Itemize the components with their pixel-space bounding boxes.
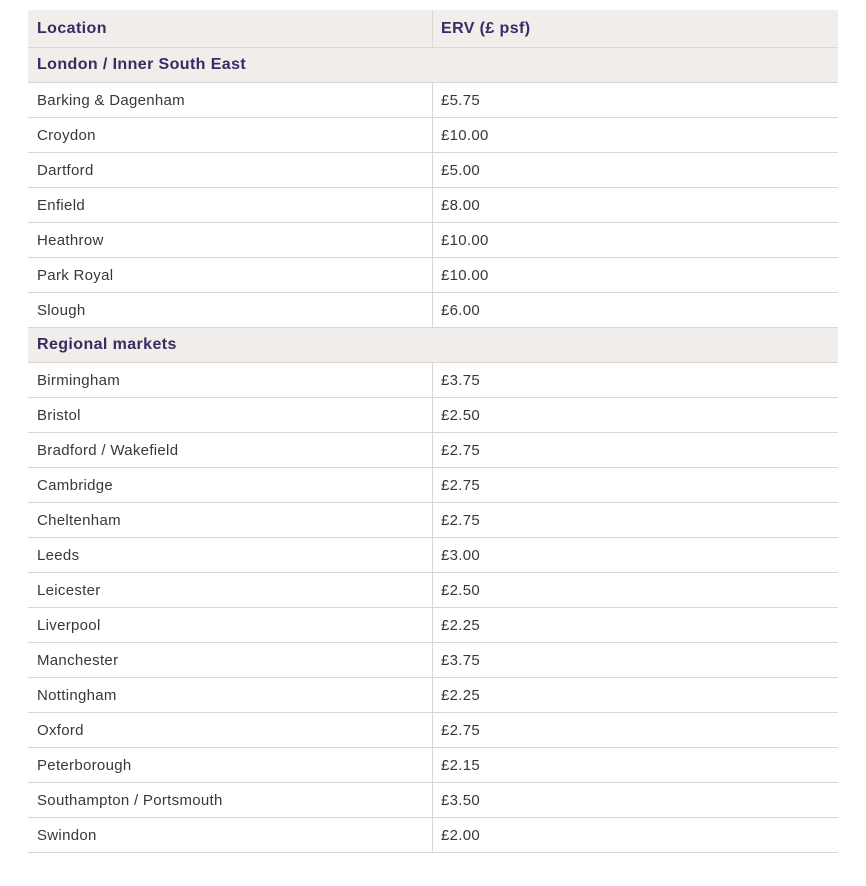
erv-cell: £2.75 — [441, 721, 481, 739]
location-cell: Swindon — [28, 818, 433, 852]
location-cell: Leicester — [28, 573, 433, 607]
erv-cell: £5.00 — [441, 161, 481, 179]
table-row: Leeds £3.00 — [28, 538, 838, 573]
erv-table: Location ERV (£ psf) London / Inner Sout… — [28, 10, 838, 853]
erv-cell: £2.75 — [441, 476, 481, 494]
table-row: Bradford / Wakefield £2.75 — [28, 433, 838, 468]
table-row: Heathrow £10.00 — [28, 223, 838, 258]
table-row: Southampton / Portsmouth £3.50 — [28, 783, 838, 818]
erv-cell: £3.50 — [441, 791, 481, 809]
location-cell: Southampton / Portsmouth — [28, 783, 433, 817]
location-cell: Cheltenham — [28, 503, 433, 537]
table-row: Leicester £2.50 — [28, 573, 838, 608]
table-row: Park Royal £10.00 — [28, 258, 838, 293]
location-cell: Nottingham — [28, 678, 433, 712]
erv-cell: £2.50 — [441, 581, 481, 599]
location-cell: Peterborough — [28, 748, 433, 782]
erv-cell: £2.25 — [441, 686, 481, 704]
section-title: Regional markets — [37, 336, 177, 353]
table-row: Oxford £2.75 — [28, 713, 838, 748]
location-cell: Bristol — [28, 398, 433, 432]
section-title: London / Inner South East — [37, 56, 247, 73]
table-header-row: Location ERV (£ psf) — [28, 10, 838, 48]
location-cell: Cambridge — [28, 468, 433, 502]
location-cell: Park Royal — [28, 258, 433, 292]
table-row: Nottingham £2.25 — [28, 678, 838, 713]
location-cell: Enfield — [28, 188, 433, 222]
erv-cell: £3.75 — [441, 651, 481, 669]
table-row: Swindon £2.00 — [28, 818, 838, 853]
erv-cell: £3.75 — [441, 371, 481, 389]
erv-cell: £2.75 — [441, 511, 481, 529]
location-cell: Birmingham — [28, 363, 433, 397]
column-header-location: Location — [28, 10, 433, 47]
erv-cell: £8.00 — [441, 196, 481, 214]
table-row: Cheltenham £2.75 — [28, 503, 838, 538]
location-cell: Croydon — [28, 118, 433, 152]
erv-cell: £10.00 — [441, 266, 489, 284]
table-row: Birmingham £3.75 — [28, 363, 838, 398]
section-header-row: London / Inner South East — [28, 48, 838, 83]
location-cell: Liverpool — [28, 608, 433, 642]
erv-cell: £3.00 — [441, 546, 481, 564]
erv-cell: £2.15 — [441, 756, 481, 774]
erv-cell: £2.75 — [441, 441, 481, 459]
table-row: Barking & Dagenham £5.75 — [28, 83, 838, 118]
location-cell: Dartford — [28, 153, 433, 187]
table-row: Liverpool £2.25 — [28, 608, 838, 643]
erv-cell: £2.50 — [441, 406, 481, 424]
erv-cell: £5.75 — [441, 91, 481, 109]
location-cell: Barking & Dagenham — [28, 83, 433, 117]
erv-cell: £10.00 — [441, 126, 489, 144]
table-row: Bristol £2.50 — [28, 398, 838, 433]
section-header-row: Regional markets — [28, 328, 838, 363]
table-row: Enfield £8.00 — [28, 188, 838, 223]
erv-cell: £2.00 — [441, 826, 481, 844]
table-row: Manchester £3.75 — [28, 643, 838, 678]
location-cell: Oxford — [28, 713, 433, 747]
table-body: London / Inner South East Barking & Dage… — [28, 48, 838, 853]
erv-cell: £2.25 — [441, 616, 481, 634]
erv-cell: £10.00 — [441, 231, 489, 249]
location-cell: Slough — [28, 293, 433, 327]
table-row: Peterborough £2.15 — [28, 748, 838, 783]
erv-cell: £6.00 — [441, 301, 481, 319]
location-cell: Leeds — [28, 538, 433, 572]
table-row: Slough £6.00 — [28, 293, 838, 328]
table-row: Croydon £10.00 — [28, 118, 838, 153]
table-row: Dartford £5.00 — [28, 153, 838, 188]
location-cell: Bradford / Wakefield — [28, 433, 433, 467]
table-row: Cambridge £2.75 — [28, 468, 838, 503]
location-cell: Heathrow — [28, 223, 433, 257]
column-header-erv: ERV (£ psf) — [441, 19, 531, 37]
location-cell: Manchester — [28, 643, 433, 677]
